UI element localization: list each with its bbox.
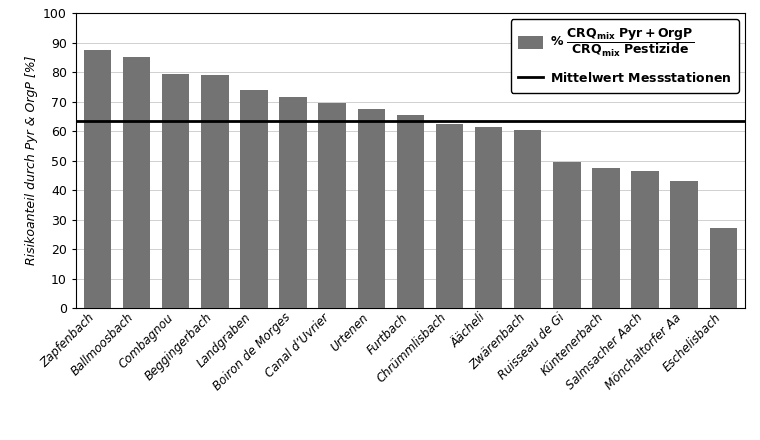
Bar — [162, 74, 189, 308]
Y-axis label: Risikoanteil durch Pyr & OrgP [%]: Risikoanteil durch Pyr & OrgP [%] — [24, 56, 37, 265]
Bar — [123, 57, 150, 308]
Bar — [240, 90, 268, 308]
Bar — [318, 103, 346, 308]
Bar — [475, 127, 502, 308]
Bar — [710, 228, 737, 308]
Bar — [514, 130, 541, 308]
Bar — [632, 171, 659, 308]
Bar — [553, 162, 581, 308]
Bar — [435, 124, 463, 308]
Bar — [670, 181, 698, 308]
Bar — [84, 50, 111, 308]
Bar — [358, 109, 385, 308]
Bar — [592, 168, 619, 308]
Bar — [397, 115, 424, 308]
Bar — [201, 75, 229, 308]
Legend: $\mathbf{\%}\ $$\dfrac{\mathbf{CRQ_{mix}\ Pyr + OrgP}}{\mathbf{CRQ_{mix}\ Pestiz: $\mathbf{\%}\ $$\dfrac{\mathbf{CRQ_{mix}… — [511, 19, 739, 93]
Bar — [280, 97, 307, 308]
